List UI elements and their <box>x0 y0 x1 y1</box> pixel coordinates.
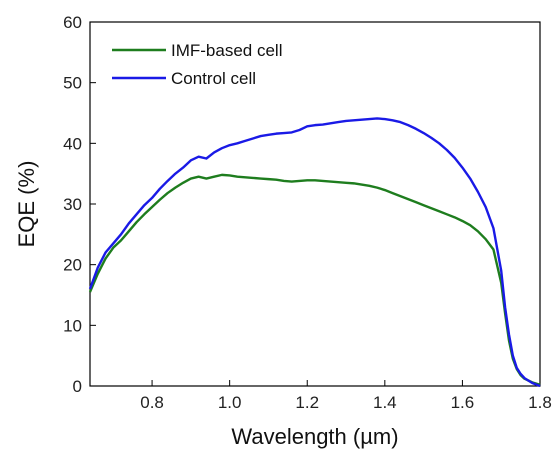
x-tick-label: 1.0 <box>218 393 242 412</box>
y-tick-label: 10 <box>63 316 82 335</box>
legend-label-imf-based-cell: IMF-based cell <box>171 41 282 60</box>
x-axis-ticks: 0.8 1.0 1.2 1.4 1.6 1.8 <box>140 380 552 412</box>
legend: IMF-based cell Control cell <box>112 41 282 88</box>
y-tick-label: 0 <box>73 377 82 396</box>
series-layer <box>88 117 541 388</box>
x-tick-label: 1.4 <box>373 393 397 412</box>
x-tick-label: 1.8 <box>528 393 552 412</box>
series-line-control-cell <box>88 117 541 388</box>
x-axis-label: Wavelength (µm) <box>231 424 398 449</box>
y-tick-label: 60 <box>63 13 82 32</box>
series-line-imf-based-cell <box>88 173 541 386</box>
y-tick-label: 50 <box>63 74 82 93</box>
legend-label-control-cell: Control cell <box>171 69 256 88</box>
x-tick-label: 0.8 <box>140 393 164 412</box>
y-tick-label: 20 <box>63 256 82 275</box>
x-tick-label: 1.2 <box>295 393 319 412</box>
y-axis-ticks: 0 10 20 30 40 50 60 <box>63 13 96 396</box>
plot-frame <box>89 21 541 387</box>
y-tick-label: 40 <box>63 134 82 153</box>
y-axis-label: EQE (%) <box>14 161 39 248</box>
x-tick-label: 1.6 <box>451 393 475 412</box>
y-tick-label: 30 <box>63 195 82 214</box>
